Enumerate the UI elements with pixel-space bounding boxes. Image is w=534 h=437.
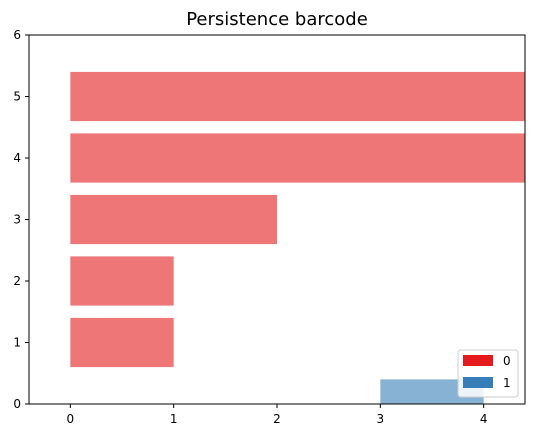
bar-1	[70, 317, 174, 368]
chart-title: Persistence barcode	[186, 9, 368, 30]
x-tick-label-4: 4	[480, 412, 488, 426]
y-tick-label-6: 6	[13, 28, 21, 42]
x-axis-ticks: 0 1 2 3 4	[67, 404, 488, 426]
y-tick-label-3: 3	[13, 213, 21, 227]
y-tick-label-2: 2	[13, 274, 21, 288]
legend-swatch-1	[463, 377, 493, 388]
y-tick-label-1: 1	[13, 336, 21, 350]
bar-2	[70, 256, 174, 306]
x-tick-label-0: 0	[67, 412, 75, 426]
y-axis-ticks: 0 1 2 3 4 5 6	[13, 28, 29, 411]
legend-label-0: 0	[503, 354, 511, 368]
x-tick-label-2: 2	[273, 412, 281, 426]
legend-swatch-0	[463, 355, 493, 366]
bar-5	[70, 71, 525, 122]
x-tick-label-3: 3	[377, 412, 385, 426]
y-tick-label-0: 0	[13, 397, 21, 411]
x-tick-label-1: 1	[170, 412, 178, 426]
legend-label-1: 1	[503, 376, 511, 390]
legend: 0 1	[457, 349, 519, 398]
y-tick-label-4: 4	[13, 151, 21, 165]
bar-4	[70, 133, 525, 183]
y-tick-label-5: 5	[13, 90, 21, 104]
bar-3	[70, 194, 277, 245]
bars-layer	[70, 71, 525, 404]
